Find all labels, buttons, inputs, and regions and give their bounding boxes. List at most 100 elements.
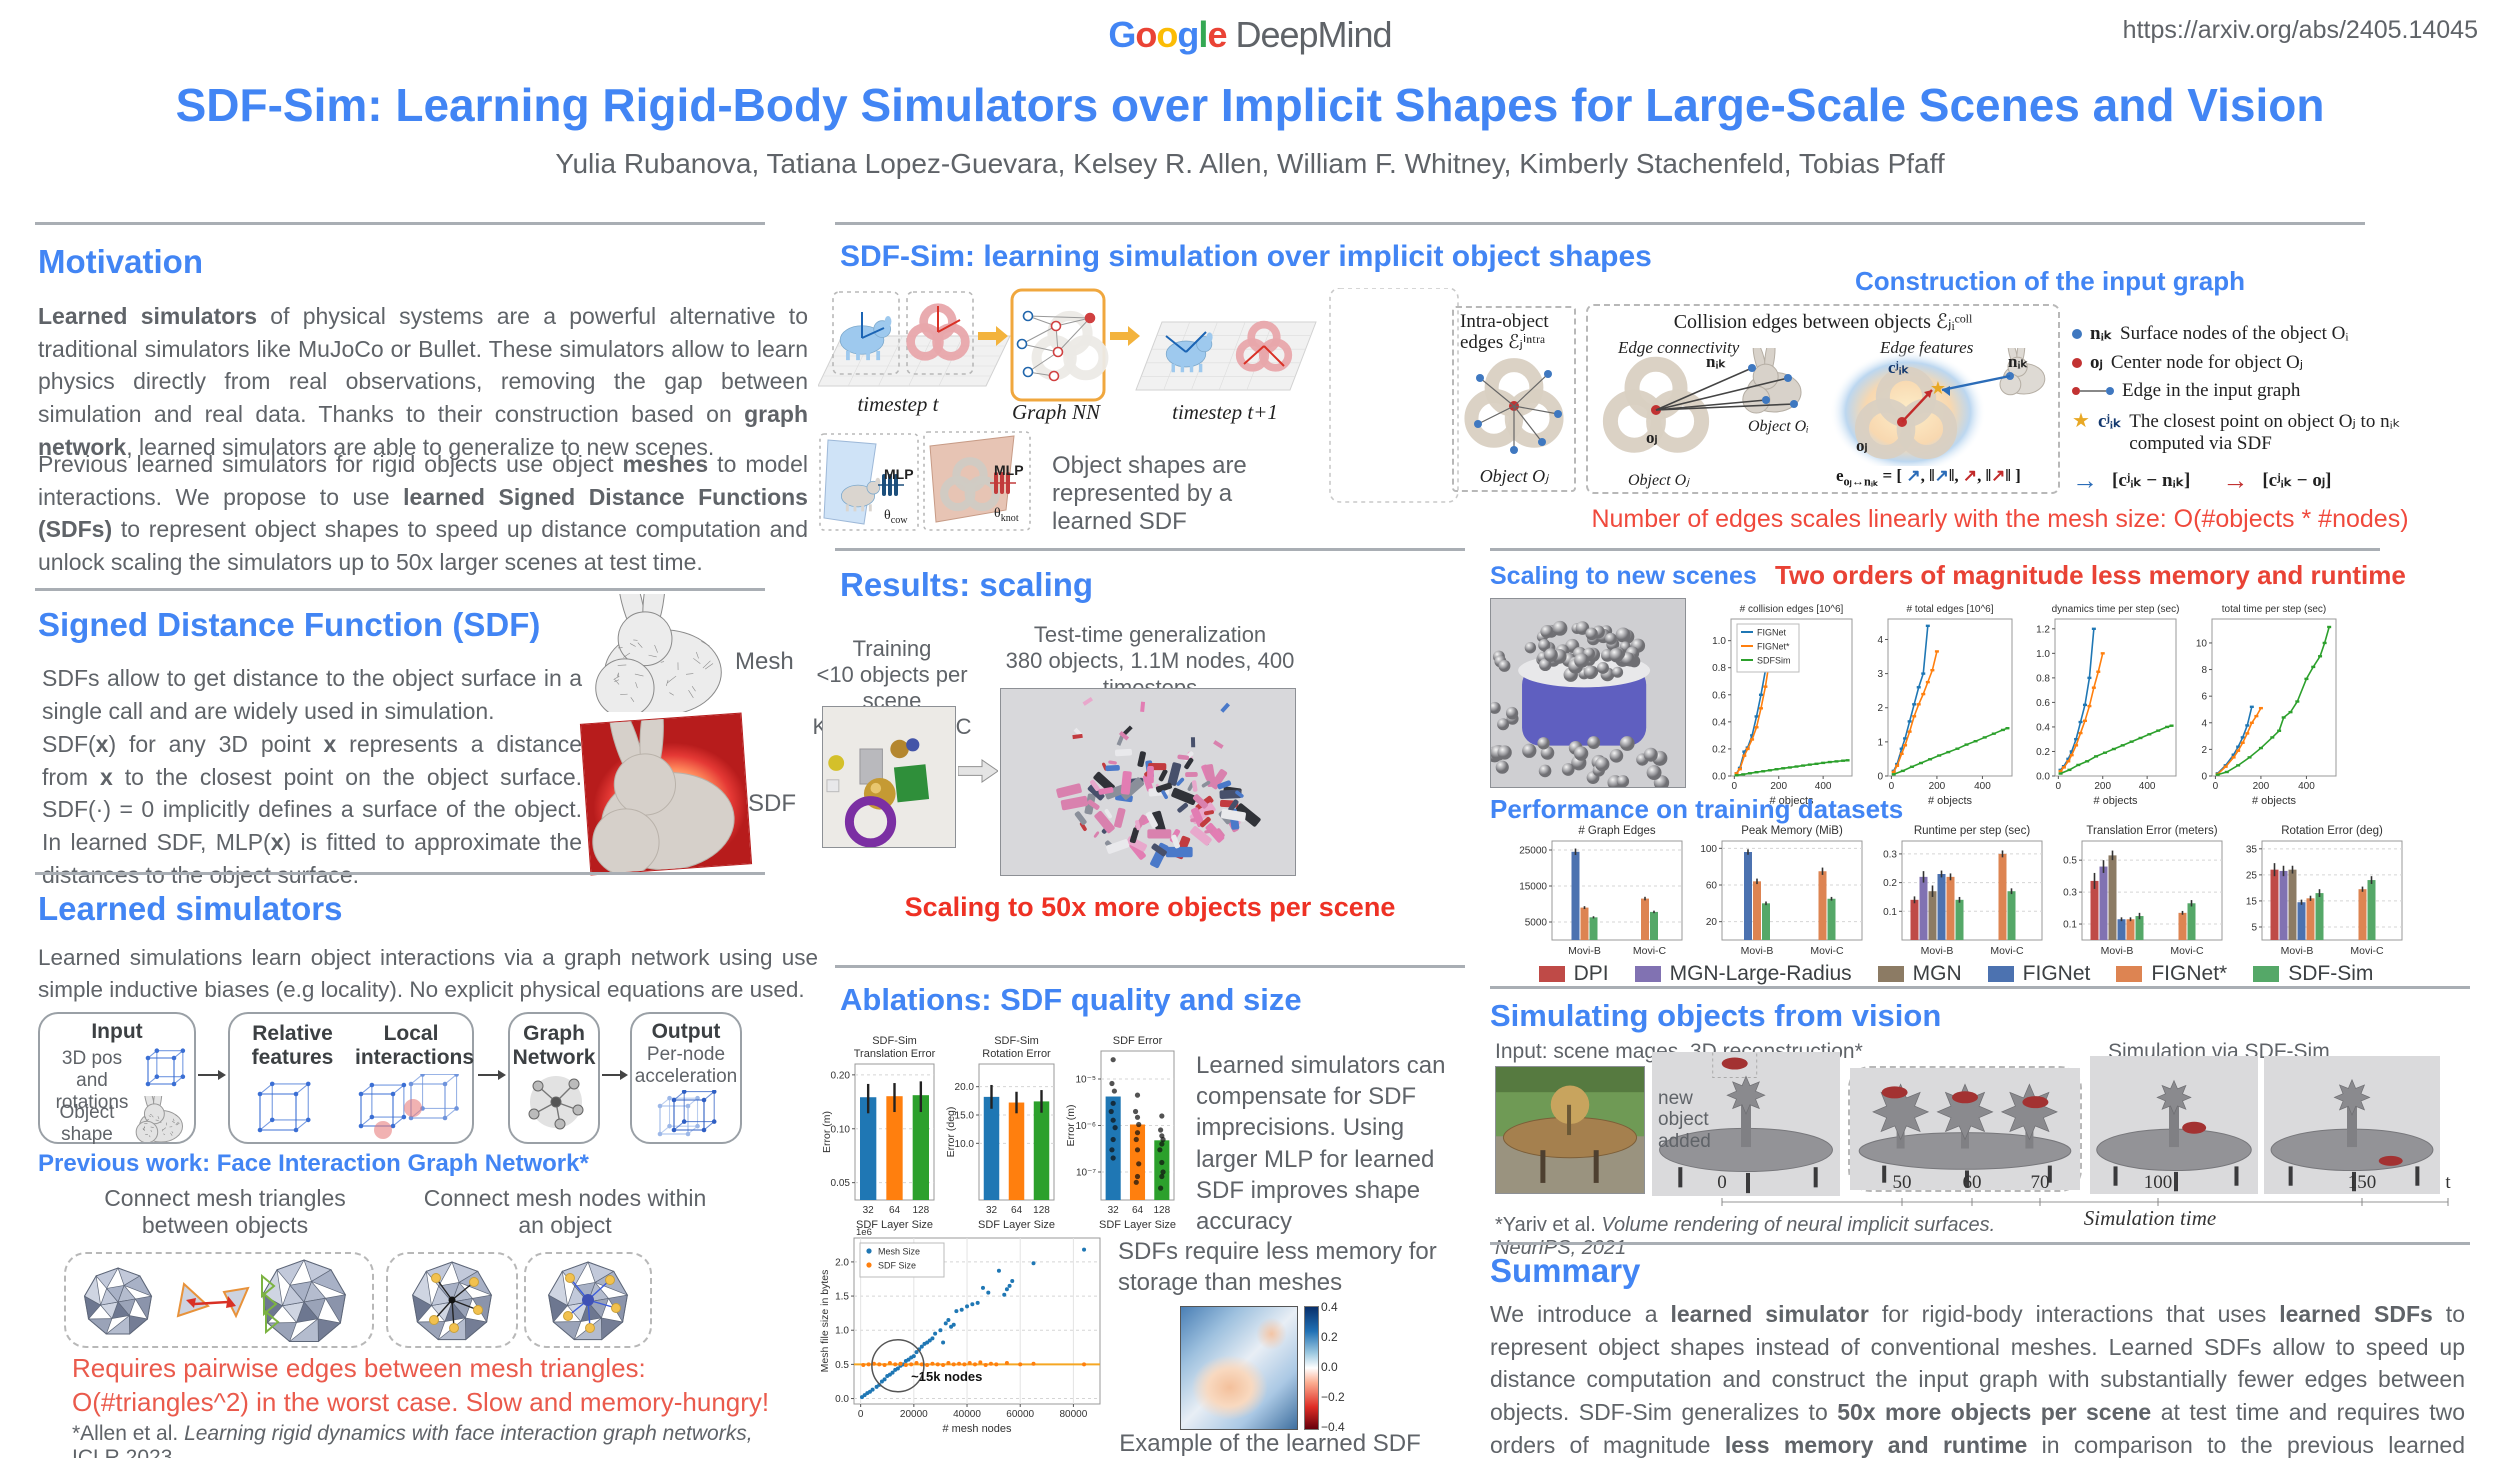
sim-scene-150-image xyxy=(2264,1056,2440,1194)
svg-text:0.05: 0.05 xyxy=(831,1178,851,1189)
ablations-note-2: SDFs require less memory for storage tha… xyxy=(1118,1238,1437,1297)
svg-text:0: 0 xyxy=(2213,781,2219,792)
svg-text:Rotation Error: Rotation Error xyxy=(982,1048,1051,1060)
svg-text:1.0: 1.0 xyxy=(2036,649,2050,660)
intra-object-caption: Object Oⱼ xyxy=(1479,466,1549,486)
fignet-triangles-figure xyxy=(64,1252,374,1348)
training-scene-image xyxy=(822,706,956,848)
svg-text:Runtime per step (sec): Runtime per step (sec) xyxy=(1914,825,2030,837)
svg-text:0: 0 xyxy=(1889,781,1895,792)
svg-text:0.4: 0.4 xyxy=(1712,717,1726,728)
svg-text:Movi-C: Movi-C xyxy=(1990,945,2024,957)
scaling-50x-note: Scaling to 50x more objects per scene xyxy=(904,892,1396,922)
svg-text:0.2: 0.2 xyxy=(2036,747,2050,758)
authors: Yulia Rubanova, Tatiana Lopez-Guevara, K… xyxy=(555,148,1945,179)
allen-footnote: *Allen et al. Learning rigid dynamics wi… xyxy=(72,1422,753,1458)
cube-output-icon xyxy=(654,1089,724,1140)
cube-icon xyxy=(140,1044,192,1092)
svg-text:# objects: # objects xyxy=(1928,795,1973,807)
svg-text:Movi-B: Movi-B xyxy=(1921,945,1954,957)
pipeline-output-box: Output Per-node acceleration xyxy=(630,1012,742,1144)
page-title: SDF-Sim: Learning Rigid-Body Simulators … xyxy=(175,79,2325,131)
sdf-label: SDF xyxy=(748,790,796,817)
sdf-contour-image xyxy=(1180,1306,1298,1430)
svg-text:8: 8 xyxy=(2201,665,2207,676)
sdf-example-caption: Example of the learned SDF xyxy=(1119,1430,1421,1457)
svg-text:64: 64 xyxy=(1132,1205,1144,1216)
svg-text:0.8: 0.8 xyxy=(2036,673,2050,684)
arxiv-link[interactable]: https://arxiv.org/abs/2405.14045 xyxy=(2122,16,2478,44)
svg-text:total time per step (sec): total time per step (sec) xyxy=(2222,604,2326,615)
chart-total-time: total time per step (sec) 0 2 4 6 8 10 0 200 400 #… xyxy=(2186,600,2342,813)
sdfsim-figure xyxy=(817,287,1465,538)
new-object-label: new object added xyxy=(1658,1088,1711,1152)
svg-text:# collision edges [10^6]: # collision edges [10^6] xyxy=(1740,604,1844,615)
svg-text:SDF Layer Size: SDF Layer Size xyxy=(978,1219,1055,1231)
svg-text:10⁻⁶: 10⁻⁶ xyxy=(1075,1121,1096,1132)
divider xyxy=(1490,548,2380,551)
ablations-note-1: Learned simulators can compensate for SD… xyxy=(1196,1052,1446,1235)
chart-collision-edges: # collision edges [10^6] 0.0 0.2 0.4 0.6 0.8 1… xyxy=(1698,600,1858,813)
theta-knot-label: θknot xyxy=(994,506,1019,524)
oj-label: oⱼ xyxy=(1646,428,1658,447)
divider xyxy=(835,222,2365,225)
red-node-icon xyxy=(2072,358,2082,368)
cube-icon xyxy=(250,1076,330,1138)
svg-text:0.1: 0.1 xyxy=(1883,907,1897,918)
legend-row: Edge in the input graph xyxy=(2072,380,2496,402)
svg-text:15000: 15000 xyxy=(1519,882,1547,893)
yariv-footnote: *Yariv et al. Volume rendering of neural… xyxy=(1495,1214,1996,1259)
svg-text:32: 32 xyxy=(1108,1205,1120,1216)
svg-text:Translation Error (meters): Translation Error (meters) xyxy=(2086,825,2217,837)
svg-text:20.0: 20.0 xyxy=(955,1082,975,1093)
svg-text:400: 400 xyxy=(2139,781,2156,792)
svg-text:10⁻⁷: 10⁻⁷ xyxy=(1076,1168,1096,1179)
svg-text:0: 0 xyxy=(1717,1172,1727,1193)
svg-text:0: 0 xyxy=(858,1409,864,1420)
svg-text:1.0: 1.0 xyxy=(1712,636,1726,647)
svg-text:2: 2 xyxy=(2201,745,2207,756)
svg-text:5000: 5000 xyxy=(1525,918,1548,929)
svg-text:# mesh nodes: # mesh nodes xyxy=(942,1423,1012,1435)
svg-text:0.8: 0.8 xyxy=(1712,663,1726,674)
svg-text:25000: 25000 xyxy=(1519,846,1547,857)
svg-text:Movi-B: Movi-B xyxy=(1741,945,1774,957)
svg-text:FIGNet: FIGNet xyxy=(1757,628,1787,638)
testtime-label: Test-time generalization 380 objects, 1.1… xyxy=(1005,622,1295,700)
svg-text:35: 35 xyxy=(2246,844,2258,855)
bunny-mesh-image xyxy=(588,555,738,718)
svg-text:Movi-C: Movi-C xyxy=(1810,945,1844,957)
pipeline-input-shape-label: Object shape xyxy=(59,1102,115,1145)
bunny-sdf-image xyxy=(579,689,753,876)
red-arrow-label: [cʲᵢₖ − oⱼ] xyxy=(2262,470,2332,491)
header: Google DeepMind xyxy=(0,14,2500,56)
chart-peak-memory: Peak Memory (MiB) 20 60 100 Movi-B Movi-C xyxy=(1692,822,1868,965)
svg-text:0.0: 0.0 xyxy=(835,1394,849,1405)
fignet-nodes-figure-1 xyxy=(386,1252,518,1348)
svg-text:4: 4 xyxy=(2201,718,2207,729)
edge-icon xyxy=(2072,387,2114,395)
svg-text:80000: 80000 xyxy=(1059,1409,1087,1420)
edge-feature-formula: eoⱼ↔nᵢₖ = [ ↗, ‖↗‖, ↗, ‖↗‖ ] xyxy=(1836,466,2021,489)
inputgraph-heading: Construction of the input graph xyxy=(1855,266,2245,296)
svg-text:0.1: 0.1 xyxy=(2063,920,2077,931)
pipeline-graphnet-title: Graph Network xyxy=(512,1022,596,1069)
svg-text:# objects: # objects xyxy=(2252,795,2297,807)
chart-mesh-size: 0.0 0.5 1.0 1.5 2.0 0 20000 40000 60000 80000 # me… xyxy=(818,1227,1106,1441)
legend-item: MGN xyxy=(1877,962,1962,986)
bunny-icon xyxy=(132,1082,190,1144)
legend-row: nᵢₖ Surface nodes of the object Oᵢ xyxy=(2072,322,2496,345)
svg-text:0.5: 0.5 xyxy=(835,1360,849,1371)
mesh-label: Mesh xyxy=(735,648,794,675)
nik-label: nᵢₖ xyxy=(1706,352,1726,371)
legend-item: DPI xyxy=(1538,962,1609,986)
svg-text:20000: 20000 xyxy=(900,1409,928,1420)
learned-simulators-heading: Learned simulators xyxy=(38,890,343,927)
svg-text:1e6: 1e6 xyxy=(856,1228,872,1238)
deepmind-wordmark: DeepMind xyxy=(1235,14,1392,55)
performance-heading: Performance on training datasets xyxy=(1490,794,1904,824)
svg-text:150: 150 xyxy=(2348,1172,2377,1193)
caption-connect-triangles: Connect mesh triangles between objects xyxy=(104,1185,346,1238)
divider xyxy=(835,548,1465,551)
